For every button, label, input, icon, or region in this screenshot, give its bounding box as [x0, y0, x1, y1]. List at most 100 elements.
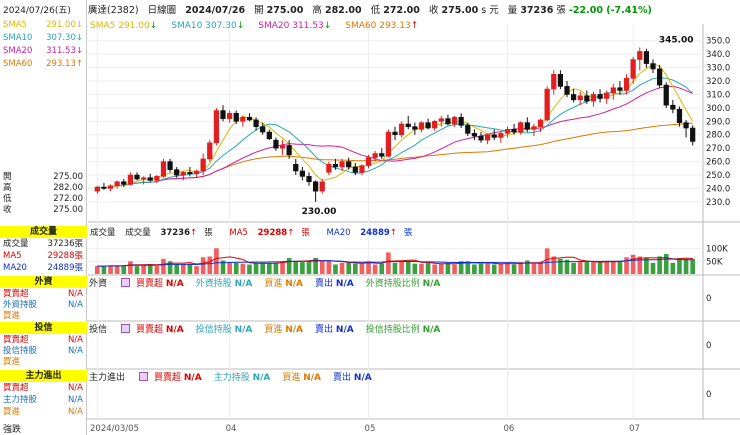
candle-body: [306, 176, 312, 183]
volume-bar: [438, 263, 444, 274]
candle-body: [604, 92, 610, 99]
sidebar-ohlc-label: 收: [3, 205, 12, 215]
sidebar-volume-row: 成交量 37236張: [0, 239, 87, 250]
sidebar-trust-value: N/A: [67, 335, 83, 345]
volume-bar: [458, 261, 464, 274]
volume-bar: [333, 264, 338, 274]
candle-body: [174, 169, 180, 176]
panel-legend-item: 買進 N/A: [264, 325, 304, 335]
sidebar-main-row: 買進 N/A: [0, 407, 87, 418]
candle-body: [623, 78, 630, 91]
panel-legend-item: 投信持股比例 N/A: [365, 325, 441, 335]
candle-body: [167, 161, 173, 170]
sidebar-main-value: N/A: [67, 383, 83, 393]
sidebar: 2024/07/26(五) SMA5 291.00↓ SMA10 307.30↓ SMA…: [0, 0, 87, 435]
candle-body: [147, 177, 153, 181]
candle-body: [511, 129, 517, 133]
candle-body: [141, 177, 147, 180]
volume-tick-label: 100K: [706, 245, 728, 255]
low-label: 低: [370, 5, 381, 16]
volume-bar: [425, 262, 431, 274]
panel-title: 主力進出: [89, 373, 126, 383]
vol-unit: 張: [556, 5, 566, 16]
volume-bar: [187, 263, 193, 274]
price-tick-label: 290.0: [706, 117, 730, 127]
vol-value: 37236: [520, 5, 554, 16]
candle-body: [432, 121, 438, 129]
volume-tick-label: 50K: [706, 257, 723, 267]
volume-bar: [293, 261, 299, 274]
candle-body: [564, 86, 570, 95]
candle-body: [537, 119, 544, 127]
sidebar-main-row: 買賣超 N/A: [0, 383, 87, 394]
volume-bar: [419, 263, 424, 274]
volume-bar: [670, 262, 676, 274]
price-tick-label: 300.0: [706, 104, 730, 114]
trust-panel-legend: 投信 買賣超 N/A 投信持股 N/A 買進 N/A 賣出 N/A 投信持股比例 N/A: [89, 322, 452, 335]
volume-bar: [114, 266, 120, 274]
volume-bar: [280, 261, 285, 274]
sidebar-volume-value: 29288張: [47, 251, 83, 261]
panel-title: 外資: [89, 279, 108, 289]
volume-bar: [108, 265, 113, 274]
volume-bar: [511, 264, 517, 274]
panel-legend-item: 主力持股 N/A: [213, 373, 271, 383]
volume-legend-unit: 張: [204, 228, 213, 238]
candle-body: [227, 112, 233, 119]
volume-bar: [690, 258, 696, 274]
sidebar-ma-value: 311.53↓: [46, 46, 83, 56]
price-tick-label: 260.0: [706, 158, 730, 168]
vol-label: 量: [507, 5, 518, 16]
sidebar-volume-row: MA5 29288張: [0, 251, 87, 262]
volume-bar: [478, 263, 484, 274]
candle-body: [365, 157, 372, 166]
candle-body: [187, 172, 193, 174]
panel-legend-item: 買進 N/A: [264, 279, 304, 289]
volume-bar: [564, 259, 570, 274]
volume-bar: [657, 256, 662, 274]
panel-zero-label: 0: [706, 341, 711, 351]
sidebar-ohlc-label: 低: [3, 194, 12, 204]
candle-body: [193, 170, 200, 174]
sidebar-ohlc-value: 272.00: [53, 194, 83, 204]
ma20-legend-label: MA20: [326, 228, 351, 238]
candle-body: [570, 94, 577, 101]
sidebar-ma-label: SMA20: [3, 46, 33, 56]
candle-body: [412, 126, 418, 130]
x-tick-label: 06: [503, 424, 514, 434]
candle-body: [504, 129, 511, 134]
price-tick-label: 350.0: [706, 37, 730, 47]
price-tick-label: 320.0: [706, 77, 730, 87]
sidebar-main-row: 主力持股 N/A: [0, 395, 87, 406]
panel-legend-item: 買賣超 N/A: [136, 279, 184, 289]
candle-body: [438, 118, 444, 122]
close-value: 275.00: [441, 5, 479, 16]
open-value: 275.00: [266, 5, 304, 16]
panel-settings-icon[interactable]: [139, 372, 149, 381]
volume-bar: [650, 262, 656, 274]
panel-settings-icon[interactable]: [121, 324, 131, 333]
period-label: 日線圖: [147, 5, 177, 16]
sidebar-volume-value: 37236張: [47, 239, 83, 249]
sidebar-trust-label: 買賣超: [3, 335, 29, 345]
sidebar-foreign-row: 買進: [0, 311, 87, 322]
volume-bar: [121, 265, 127, 274]
candle-body: [319, 181, 325, 192]
price-extreme-label: 230.00: [302, 207, 337, 217]
candle-body: [663, 84, 669, 106]
sidebar-trust-row: 投信持股 N/A: [0, 346, 87, 357]
volume-legend: 成交量 成交量 37236↑ 張 MA5 29288↑ 張 MA20 24889↑ 張: [90, 226, 426, 238]
panel-settings-icon[interactable]: [121, 278, 131, 287]
arrow-down-icon: ↓: [149, 21, 158, 31]
panel-legend-item: 買進 N/A: [282, 373, 322, 383]
sidebar-ohlc-value: 275.00: [53, 205, 83, 215]
candle-body: [478, 135, 484, 141]
candle-body: [114, 181, 120, 187]
candle-body: [101, 186, 107, 189]
candle-body: [392, 131, 398, 136]
candle-body: [121, 181, 127, 185]
arrow-up-icon: ↑: [410, 21, 419, 31]
sidebar-volume-label: MA20: [3, 263, 27, 273]
volume-bar: [313, 257, 318, 274]
volume-bar: [240, 263, 246, 274]
